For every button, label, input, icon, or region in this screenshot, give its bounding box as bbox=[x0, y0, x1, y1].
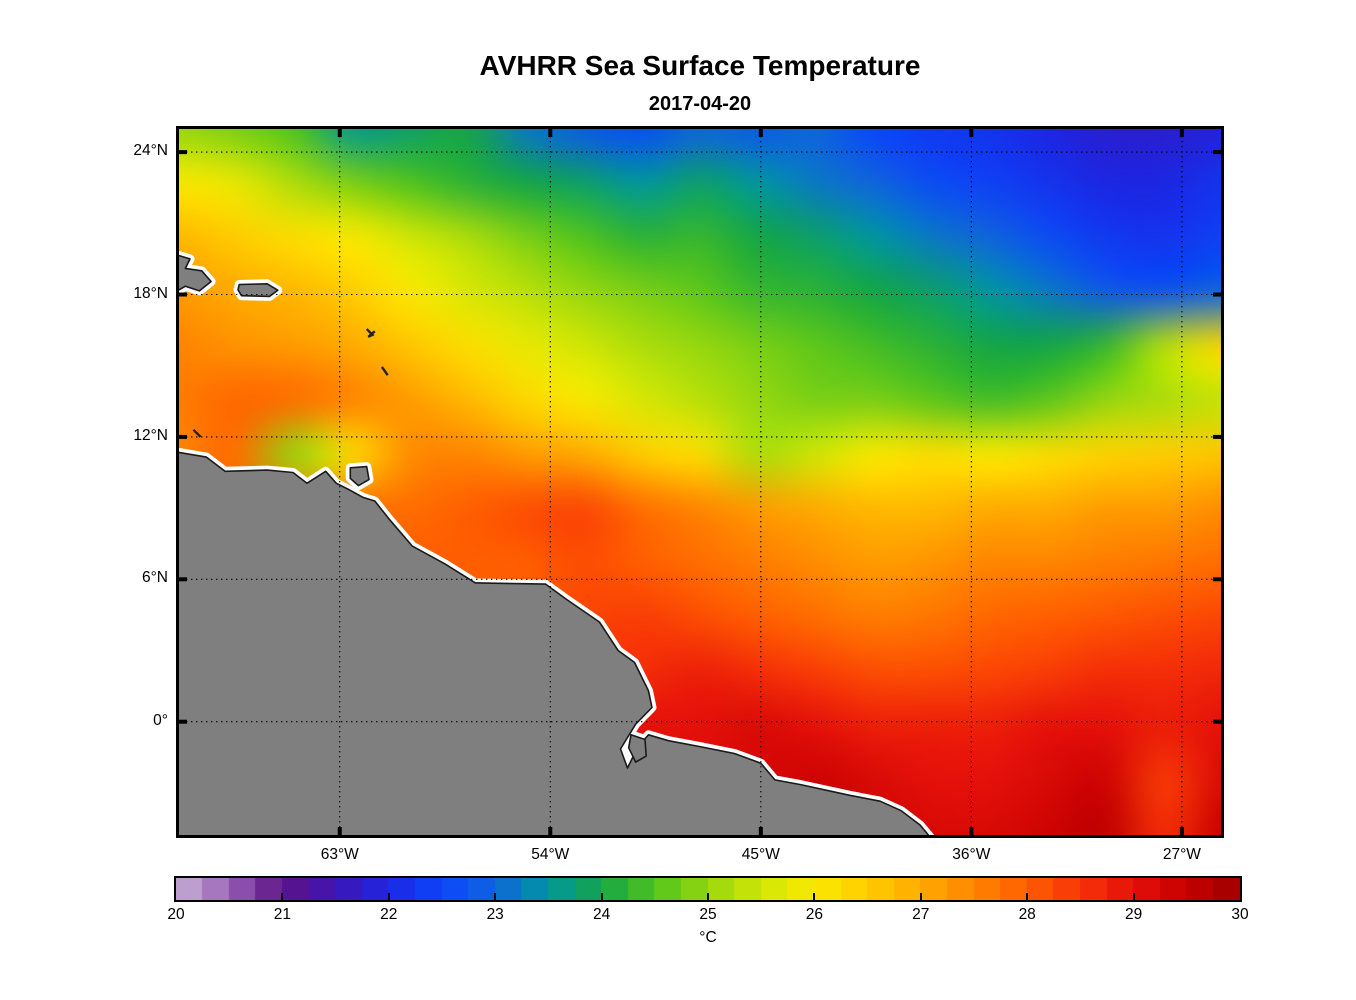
colorbar-tick-label: 24 bbox=[592, 906, 611, 923]
colorbar-tick-mark bbox=[494, 893, 497, 900]
x-axis-tick-label: 54°W bbox=[531, 846, 570, 863]
axis-tick bbox=[176, 434, 187, 439]
axis-tick bbox=[758, 827, 763, 838]
colorbar-tick-label: 28 bbox=[1018, 906, 1036, 923]
land-mass bbox=[176, 253, 212, 293]
axis-tick bbox=[969, 126, 974, 137]
axis-tick bbox=[176, 292, 187, 297]
axis-tick bbox=[548, 827, 553, 838]
axis-tick bbox=[548, 126, 553, 137]
small-island-icon bbox=[365, 328, 376, 338]
colorbar-tick-mark bbox=[600, 893, 603, 900]
axis-tick bbox=[1213, 150, 1224, 155]
colorbar-tick-label: 23 bbox=[486, 906, 504, 923]
y-axis-tick-label: 24°N bbox=[133, 142, 168, 160]
axis-tick bbox=[969, 827, 974, 838]
plot-frame bbox=[176, 126, 1224, 838]
x-axis-tick-label: 27°W bbox=[1162, 846, 1201, 863]
y-axis-tick-label: 6°N bbox=[141, 569, 168, 587]
colorbar-tick-mark bbox=[281, 893, 284, 900]
axis-tick bbox=[337, 827, 342, 838]
land-mass bbox=[237, 283, 279, 298]
y-axis-tick-label: 0° bbox=[153, 711, 168, 729]
axis-tick bbox=[337, 126, 342, 137]
axis-tick bbox=[758, 126, 763, 137]
axis-tick bbox=[176, 719, 187, 724]
axis-tick bbox=[1213, 577, 1224, 582]
map-overlay bbox=[176, 126, 1224, 838]
colorbar-gradient bbox=[176, 878, 1240, 900]
colorbar-tick-label: 29 bbox=[1124, 906, 1143, 923]
colorbar-tick-mark bbox=[1132, 893, 1135, 900]
axis-tick bbox=[1179, 827, 1184, 838]
small-island-icon bbox=[192, 428, 202, 438]
land-mass bbox=[176, 451, 932, 838]
colorbar-tick-label: 21 bbox=[273, 906, 292, 923]
colorbar-tick-label: 26 bbox=[805, 906, 824, 923]
colorbar-tick-mark bbox=[1026, 893, 1029, 900]
land-mass bbox=[349, 465, 370, 487]
small-island-icon bbox=[380, 366, 389, 376]
axis-tick bbox=[1213, 719, 1224, 724]
colorbar-tick-label: 20 bbox=[167, 906, 185, 923]
colorbar-tick-mark bbox=[919, 893, 922, 900]
map-plot bbox=[176, 126, 1224, 838]
colorbar-tick-label: 25 bbox=[699, 906, 717, 923]
axis-tick bbox=[1213, 434, 1224, 439]
colorbar bbox=[174, 876, 1242, 902]
land-mass bbox=[627, 734, 647, 763]
colorbar-tick-mark bbox=[387, 893, 390, 900]
x-axis-tick-label: 36°W bbox=[952, 846, 991, 863]
figure-subtitle: 2017-04-20 bbox=[648, 93, 752, 115]
colorbar-tick-label: 27 bbox=[912, 906, 930, 923]
x-axis-tick-label: 63°W bbox=[320, 846, 359, 863]
axis-tick bbox=[176, 150, 187, 155]
colorbar-tick-label: 30 bbox=[1231, 906, 1249, 923]
colorbar-tick-mark bbox=[707, 893, 709, 900]
x-axis-tick-label: 45°W bbox=[741, 846, 780, 863]
figure-title: AVHRR Sea Surface Temperature bbox=[479, 50, 921, 81]
y-axis-tick-label: 18°N bbox=[133, 284, 168, 302]
colorbar-tick-label: 22 bbox=[380, 906, 398, 923]
colorbar-tick-mark bbox=[813, 893, 816, 900]
colorbar-unit-label: °C bbox=[699, 929, 717, 946]
axis-tick bbox=[176, 577, 187, 582]
axis-tick bbox=[1179, 126, 1184, 137]
y-axis-tick-label: 12°N bbox=[133, 426, 168, 444]
axis-tick bbox=[1213, 292, 1224, 297]
